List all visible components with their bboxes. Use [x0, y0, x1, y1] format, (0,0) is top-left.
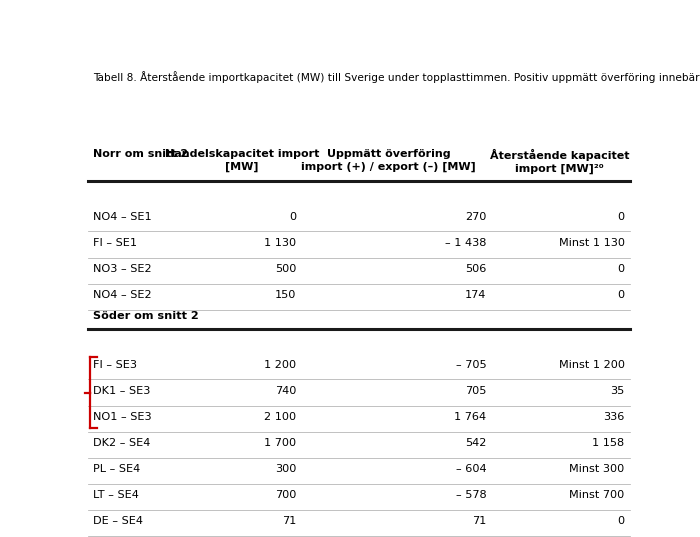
Text: – 1 438: – 1 438	[445, 238, 486, 248]
Text: Minst 300: Minst 300	[569, 464, 624, 474]
Text: Återstående kapacitet
import [MW]²⁰: Återstående kapacitet import [MW]²⁰	[490, 149, 629, 174]
Text: 500: 500	[275, 264, 296, 274]
Text: Söder om snitt 2: Söder om snitt 2	[93, 311, 199, 321]
Text: 300: 300	[275, 464, 296, 474]
Text: Minst 1 130: Minst 1 130	[559, 238, 624, 248]
Text: – 705: – 705	[456, 360, 486, 369]
Text: 71: 71	[472, 516, 486, 526]
Text: 0: 0	[289, 212, 296, 222]
Text: 71: 71	[282, 516, 296, 526]
Text: Uppmätt överföring
import (+) / export (–) [MW]: Uppmätt överföring import (+) / export (…	[301, 149, 476, 172]
Text: 0: 0	[617, 290, 624, 300]
Text: Minst 1 200: Minst 1 200	[559, 360, 624, 369]
Text: LT – SE4: LT – SE4	[93, 490, 139, 500]
Text: NO1 – SE3: NO1 – SE3	[93, 412, 152, 422]
Text: NO4 – SE1: NO4 – SE1	[93, 212, 152, 222]
Text: 700: 700	[275, 490, 296, 500]
Text: 1 700: 1 700	[264, 438, 296, 448]
Text: Handelskapacitet import
[MW]: Handelskapacitet import [MW]	[165, 149, 319, 172]
Text: 0: 0	[617, 516, 624, 526]
Text: NO4 – SE2: NO4 – SE2	[93, 290, 152, 300]
Text: 705: 705	[465, 386, 486, 396]
Text: NO3 – SE2: NO3 – SE2	[93, 264, 152, 274]
Text: DE – SE4: DE – SE4	[93, 516, 143, 526]
Text: 506: 506	[465, 264, 486, 274]
Text: – 604: – 604	[456, 464, 486, 474]
Text: 270: 270	[465, 212, 486, 222]
Text: 1 130: 1 130	[264, 238, 296, 248]
Text: 35: 35	[610, 386, 624, 396]
Text: PL – SE4: PL – SE4	[93, 464, 140, 474]
Text: 1 158: 1 158	[592, 438, 624, 448]
Text: 542: 542	[465, 438, 486, 448]
Text: 1 200: 1 200	[264, 360, 296, 369]
Text: 336: 336	[603, 412, 624, 422]
Text: DK1 – SE3: DK1 – SE3	[93, 386, 150, 396]
Text: 174: 174	[465, 290, 486, 300]
Text: 150: 150	[275, 290, 296, 300]
Text: Minst 700: Minst 700	[569, 490, 624, 500]
Text: 740: 740	[275, 386, 296, 396]
Text: 0: 0	[617, 264, 624, 274]
Text: 1 764: 1 764	[454, 412, 486, 422]
Text: 2 100: 2 100	[264, 412, 296, 422]
Text: 0: 0	[617, 212, 624, 222]
Text: FI – SE1: FI – SE1	[93, 238, 137, 248]
Text: DK2 – SE4: DK2 – SE4	[93, 438, 150, 448]
Text: Tabell 8. Återstående importkapacitet (MW) till Sverige under topplasttimmen. Po: Tabell 8. Återstående importkapacitet (M…	[93, 71, 700, 83]
Text: – 578: – 578	[456, 490, 486, 500]
Text: FI – SE3: FI – SE3	[93, 360, 137, 369]
Text: Norr om snitt 2: Norr om snitt 2	[93, 149, 188, 159]
